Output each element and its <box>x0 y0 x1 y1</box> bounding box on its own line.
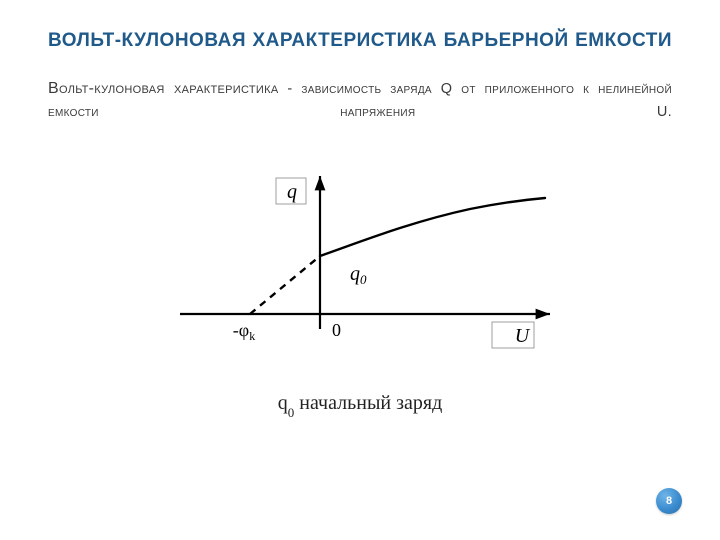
svg-text:q0: q0 <box>350 263 367 287</box>
page-number: 8 <box>666 495 672 507</box>
slide-subtitle: Вольт-кулоновая характеристика - зависим… <box>48 76 672 125</box>
caption-sub: 0 <box>288 405 295 420</box>
svg-text:-φk: -φk <box>233 320 255 343</box>
caption: q0 начальный заряд <box>48 392 672 418</box>
svg-text:q: q <box>287 181 297 203</box>
svg-text:0: 0 <box>332 320 341 340</box>
chart-container: q U 0 -φk q0 <box>48 164 672 364</box>
page-number-badge: 8 <box>656 488 682 514</box>
qu-chart: q U 0 -φk q0 <box>150 164 570 364</box>
slide-title: ВОЛЬТ-КУЛОНОВАЯ ХАРАКТЕРИСТИКА БАРЬЕРНОЙ… <box>48 28 672 54</box>
caption-var: q <box>278 392 288 414</box>
subtitle-lead: Вольт-кулоновая характеристика <box>48 80 278 97</box>
chart-svg: q U 0 -φk q0 <box>150 164 570 364</box>
caption-text: начальный заряд <box>294 392 442 414</box>
slide: ВОЛЬТ-КУЛОНОВАЯ ХАРАКТЕРИСТИКА БАРЬЕРНОЙ… <box>0 0 720 540</box>
svg-text:U: U <box>515 325 531 347</box>
